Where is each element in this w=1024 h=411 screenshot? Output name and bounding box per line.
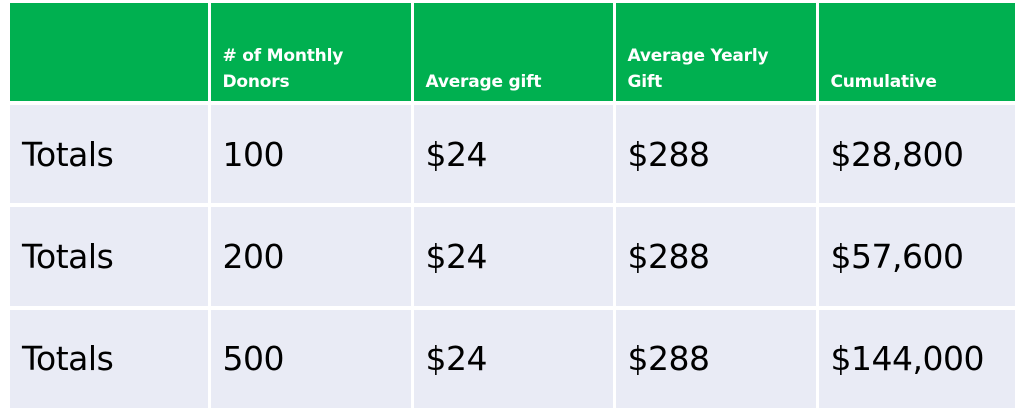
cumulative-cell: $57,600: [817, 205, 1015, 310]
average-gift-cell: $24: [412, 307, 616, 408]
average-yearly-gift-cell: $288: [614, 205, 819, 310]
header-cell-cumulative: Cumulative: [817, 3, 1015, 105]
cumulative-cell: $144,000: [817, 307, 1015, 408]
table-row: Totals 500 $24 $288 $144,000: [10, 307, 1015, 408]
table-row: Totals 100 $24 $288 $28,800: [10, 103, 1015, 208]
table-row: Totals 200 $24 $288 $57,600: [10, 205, 1015, 310]
row-label-cell: Totals: [10, 103, 211, 208]
average-gift-cell: $24: [412, 103, 616, 208]
header-cell-average-gift: Average gift: [412, 3, 616, 105]
cumulative-cell: $28,800: [817, 103, 1015, 208]
table-header-row: # of Monthly Donors Average gift Average…: [10, 3, 1015, 105]
monthly-donors-cell: 500: [209, 307, 414, 408]
monthly-donors-cell: 100: [209, 103, 414, 208]
monthly-donors-table: # of Monthly Donors Average gift Average…: [10, 3, 1015, 408]
header-cell-monthly-donors: # of Monthly Donors: [209, 3, 414, 105]
monthly-donors-cell: 200: [209, 205, 414, 310]
header-cell-label: [10, 3, 211, 105]
average-yearly-gift-cell: $288: [614, 103, 819, 208]
average-gift-cell: $24: [412, 205, 616, 310]
row-label-cell: Totals: [10, 205, 211, 310]
average-yearly-gift-cell: $288: [614, 307, 819, 408]
row-label-cell: Totals: [10, 307, 211, 408]
header-cell-average-yearly-gift: Average Yearly Gift: [614, 3, 819, 105]
donor-table-container: # of Monthly Donors Average gift Average…: [10, 3, 1015, 408]
